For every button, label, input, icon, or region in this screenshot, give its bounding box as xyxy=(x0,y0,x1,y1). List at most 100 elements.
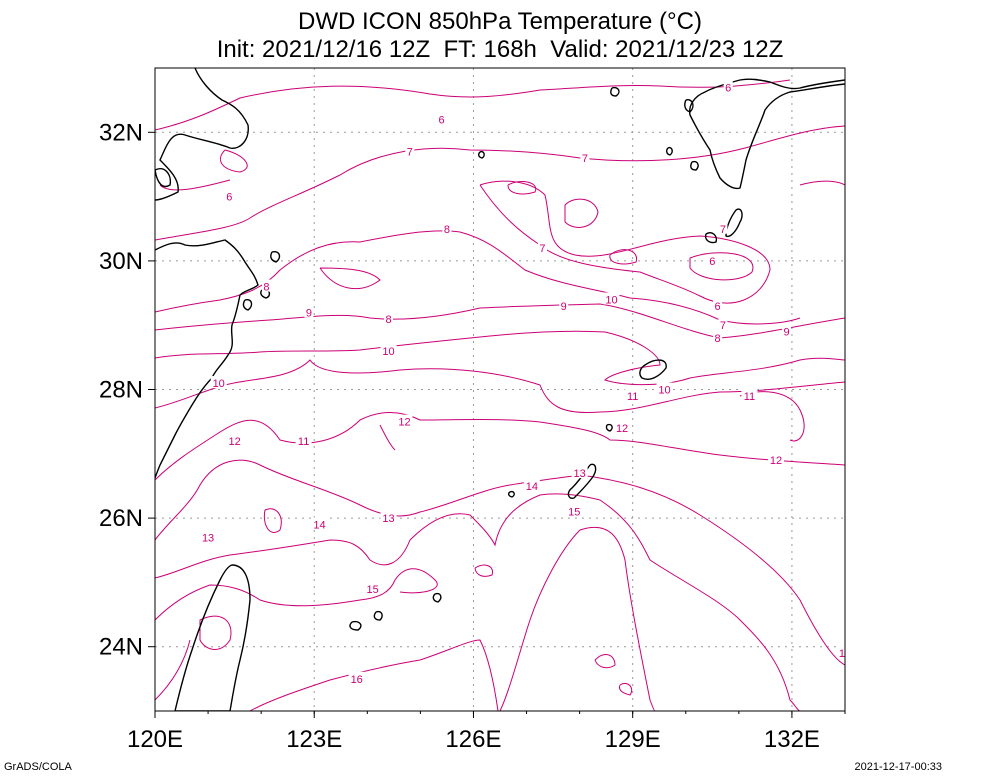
y-tick-label: 24N xyxy=(99,634,143,661)
contour-line xyxy=(159,179,231,191)
temperature-contours xyxy=(155,79,845,711)
contour-label-bg xyxy=(210,376,227,389)
contour-label-bg xyxy=(718,318,728,331)
contour-label: 10 xyxy=(658,385,670,397)
contour-line xyxy=(379,424,396,451)
coastline-island xyxy=(373,610,383,621)
contour-label-bg xyxy=(380,343,397,356)
contour-label-bg xyxy=(559,298,569,311)
coastline-island xyxy=(704,232,718,244)
contour-label-bg xyxy=(261,279,271,292)
contour-label: 10 xyxy=(213,378,225,390)
contour-label-bg xyxy=(566,504,583,517)
contour-line xyxy=(155,125,845,241)
coastline-island xyxy=(610,86,620,97)
contour-label: 8 xyxy=(385,314,391,326)
contour-label: 13 xyxy=(382,513,394,525)
contour-line xyxy=(249,639,499,711)
contour-line xyxy=(319,267,381,289)
contour-line xyxy=(155,568,438,621)
coastline-island xyxy=(242,298,253,311)
x-tick-label: 129E xyxy=(605,726,661,753)
contour-line xyxy=(155,330,845,386)
coastline-island xyxy=(508,490,515,498)
contour-label: 11 xyxy=(298,436,309,448)
contour-label: 12 xyxy=(228,436,240,448)
axis-ticks: 120E 123E 126E 129E 132E 24N 26N 28N 30N 32N xyxy=(99,119,846,753)
y-tick-label: 26N xyxy=(99,505,143,532)
coastline-taiwan xyxy=(174,564,251,711)
contour-line xyxy=(155,359,845,414)
contour-label-bg xyxy=(364,581,381,594)
contour-line xyxy=(155,412,845,481)
contour-label-bg xyxy=(523,478,540,491)
contour-label-bg xyxy=(580,151,590,164)
contour-label-bg xyxy=(656,382,673,395)
contour-label: 6 xyxy=(226,192,232,204)
y-tick-label: 28N xyxy=(99,377,143,404)
contour-line xyxy=(739,391,805,442)
contour-line xyxy=(594,654,616,669)
contour-label-bg xyxy=(226,433,243,446)
coastline-island xyxy=(432,592,442,603)
contour-line xyxy=(479,180,771,304)
contour-label: 6 xyxy=(715,301,721,313)
contour-label-bg xyxy=(295,433,312,446)
contour-label-bg xyxy=(442,221,452,234)
contour-label-bg xyxy=(384,311,394,324)
chart-title: DWD ICON 850hPa Temperature (°C) xyxy=(298,8,702,35)
contour-label: 12 xyxy=(770,455,782,467)
contour-label-bg xyxy=(537,241,547,254)
contour-label: 16 xyxy=(351,674,363,686)
contour-label: 8 xyxy=(444,224,450,236)
chart-subtitle: Init: 2021/12/16 12Z FT: 168h Valid: 202… xyxy=(216,36,784,63)
coastline-island xyxy=(349,620,362,631)
coastline-island xyxy=(270,250,281,263)
contour-line xyxy=(155,639,191,701)
contour-label: 13 xyxy=(573,468,585,480)
contour-label: 10 xyxy=(382,346,394,358)
coastline-island xyxy=(478,150,485,159)
contour-label-bg xyxy=(782,324,792,337)
contour-label-bg xyxy=(304,305,314,318)
contour-label-bg xyxy=(405,144,415,157)
contour-line xyxy=(263,508,282,533)
contour-label-bg xyxy=(224,189,234,202)
contour-line xyxy=(609,249,638,265)
coastline-okinawa xyxy=(567,463,597,500)
coastline-china xyxy=(155,68,249,201)
footer-timestamp: 2021-12-17-00:33 xyxy=(854,761,942,773)
contour-line xyxy=(499,526,656,711)
contour-label: 7 xyxy=(407,147,413,159)
contour-label: 6 xyxy=(725,82,731,94)
coastline-island xyxy=(155,168,172,188)
contour-label: 8 xyxy=(263,282,269,294)
contour-label-bg xyxy=(603,292,620,305)
contour-label-bg xyxy=(713,298,723,311)
contour-line xyxy=(799,180,845,186)
contour-label: 7 xyxy=(720,320,726,332)
contour-label-bg xyxy=(396,414,413,427)
x-tick-label: 120E xyxy=(127,726,183,753)
contour-label: 15 xyxy=(366,584,378,596)
coastline-amami xyxy=(639,359,667,380)
x-tick-label: 123E xyxy=(286,726,342,753)
contour-label: 11 xyxy=(744,391,755,403)
contour-line xyxy=(507,181,537,195)
contour-label-bg xyxy=(614,421,631,434)
contour-label: 11 xyxy=(627,391,638,403)
contour-line xyxy=(155,79,791,131)
contour-line xyxy=(564,198,599,228)
y-tick-label: 30N xyxy=(99,248,143,275)
contour-line xyxy=(619,682,633,696)
x-tick-label: 126E xyxy=(445,726,501,753)
contour-label: 9 xyxy=(784,327,790,339)
y-tick-label: 32N xyxy=(99,119,143,146)
contour-line xyxy=(689,252,754,281)
contour-label-bg xyxy=(837,646,845,659)
contour-label: 13 xyxy=(202,532,214,544)
contour-line xyxy=(155,493,801,711)
coastline-island xyxy=(684,99,694,113)
coastline-island xyxy=(605,423,613,432)
coastline-island xyxy=(666,146,673,156)
